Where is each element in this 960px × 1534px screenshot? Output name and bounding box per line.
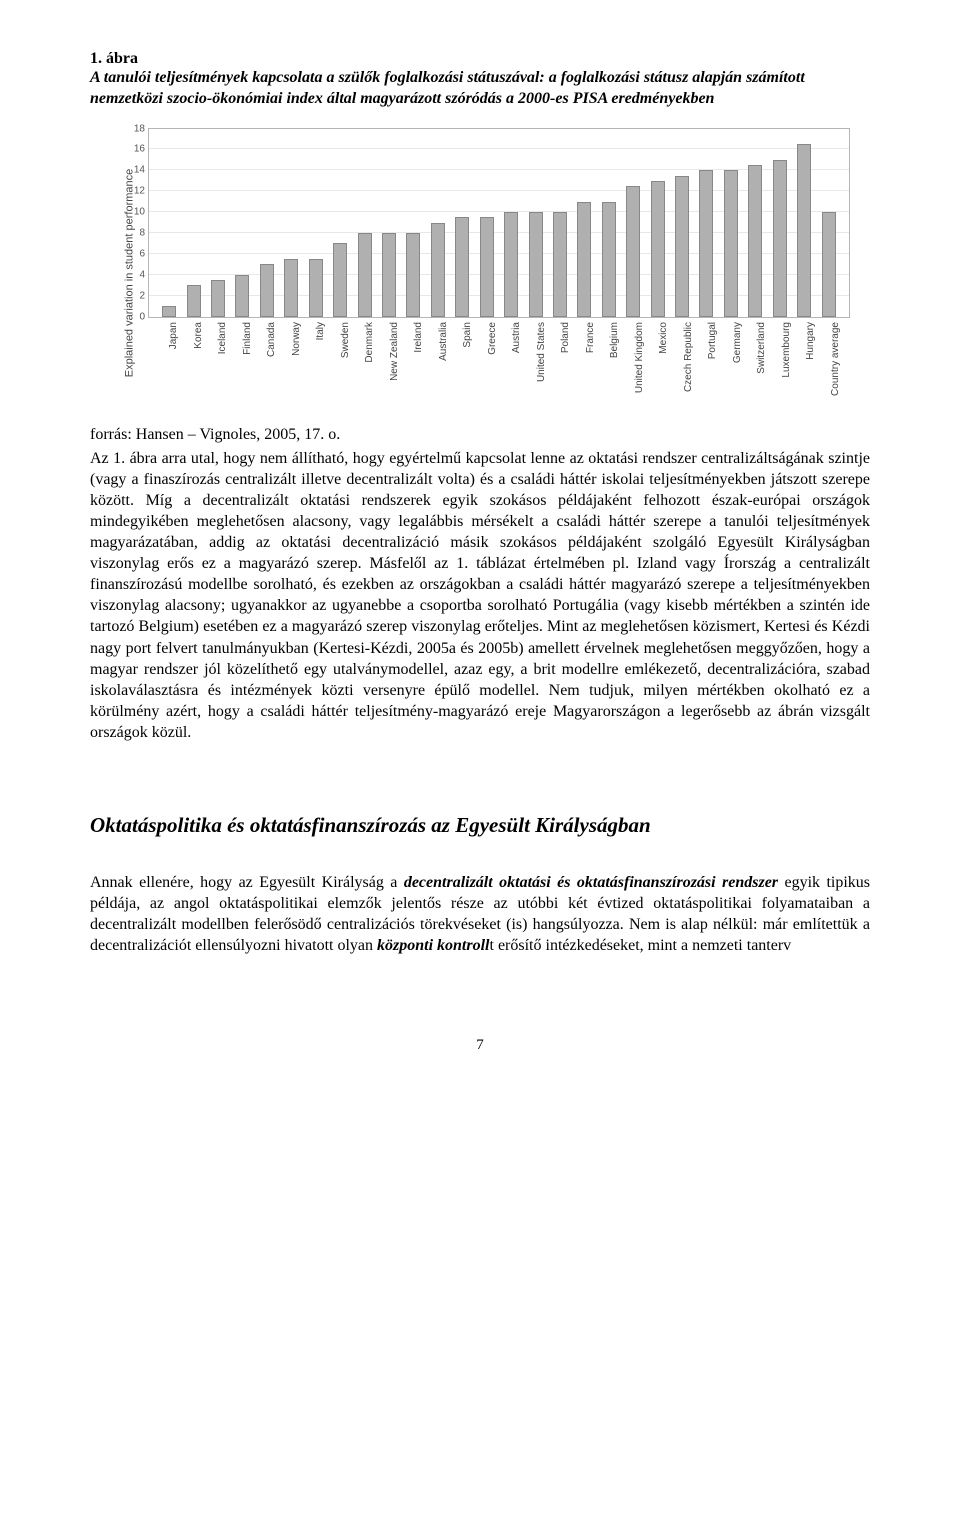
bar-chart: Explained variation in student performan… xyxy=(110,128,850,418)
bar xyxy=(260,264,274,316)
section-heading: Oktatáspolitika és oktatásfinanszírozás … xyxy=(90,813,870,838)
bar xyxy=(187,285,201,316)
bar xyxy=(724,170,738,316)
y-tick: 2 xyxy=(121,290,145,301)
bar xyxy=(211,280,225,317)
x-tick-label: Denmark xyxy=(364,322,375,363)
y-tick: 6 xyxy=(121,248,145,259)
bar xyxy=(333,243,347,316)
bar xyxy=(382,233,396,317)
x-tick-label: Korea xyxy=(193,322,204,349)
x-tick-label: Poland xyxy=(560,322,571,353)
x-tick-label: Spain xyxy=(462,322,473,348)
bar xyxy=(553,212,567,316)
x-tick-label: Australia xyxy=(438,322,449,361)
bar xyxy=(529,212,543,316)
x-tick-label: Czech Republic xyxy=(683,322,694,392)
bar xyxy=(822,212,836,316)
x-tick-label: France xyxy=(585,322,596,353)
bar xyxy=(480,217,494,316)
bar xyxy=(699,170,713,316)
figure-label: 1. ábra xyxy=(90,50,870,68)
y-tick: 16 xyxy=(121,144,145,155)
x-tick-label: Hungary xyxy=(805,322,816,360)
x-tick-label: Norway xyxy=(291,322,302,356)
bar xyxy=(748,165,762,316)
x-tick-label: United Kingdom xyxy=(634,322,645,393)
bar xyxy=(406,233,420,317)
y-tick: 4 xyxy=(121,269,145,280)
bar xyxy=(577,202,591,317)
bar xyxy=(651,181,665,317)
bar xyxy=(773,160,787,317)
x-tick-label: Japan xyxy=(168,322,179,349)
x-tick-label: Iceland xyxy=(217,322,228,354)
x-tick-label: Belgium xyxy=(609,322,620,358)
bar xyxy=(602,202,616,317)
bar xyxy=(284,259,298,316)
x-tick-label: Greece xyxy=(487,322,498,355)
x-tick-label: Country average xyxy=(830,322,841,396)
x-tick-label: United States xyxy=(536,322,547,382)
y-tick: 18 xyxy=(121,123,145,134)
x-tick-label: Portugal xyxy=(707,322,718,359)
y-tick: 10 xyxy=(121,207,145,218)
figure-source: forrás: Hansen – Vignoles, 2005, 17. o. xyxy=(90,426,870,444)
bar xyxy=(358,233,372,317)
y-tick: 0 xyxy=(121,311,145,322)
x-tick-label: Switzerland xyxy=(756,322,767,374)
x-tick-label: Italy xyxy=(315,322,326,340)
bar xyxy=(235,275,249,317)
x-tick-label: Germany xyxy=(732,322,743,363)
x-tick-label: Austria xyxy=(511,322,522,353)
bar xyxy=(455,217,469,316)
x-tick-label: Mexico xyxy=(658,322,669,354)
x-tick-label: New Zealand xyxy=(389,322,400,381)
body-paragraph-1: Az 1. ábra arra utal, hogy nem állítható… xyxy=(90,448,870,744)
figure-caption: A tanulói teljesítmények kapcsolata a sz… xyxy=(90,68,870,110)
bar xyxy=(626,186,640,317)
body-paragraph-2: Annak ellenére, hogy az Egyesült Királys… xyxy=(90,872,870,956)
bar xyxy=(797,144,811,316)
bar xyxy=(504,212,518,316)
x-tick-label: Ireland xyxy=(413,322,424,353)
y-tick: 12 xyxy=(121,186,145,197)
x-tick-label: Luxembourg xyxy=(781,322,792,378)
bar xyxy=(162,306,176,316)
y-tick: 8 xyxy=(121,228,145,239)
bar xyxy=(431,223,445,317)
x-tick-label: Sweden xyxy=(340,322,351,358)
bar xyxy=(675,176,689,317)
y-tick: 14 xyxy=(121,165,145,176)
page-number: 7 xyxy=(90,1037,870,1054)
x-tick-label: Finland xyxy=(242,322,253,355)
x-tick-label: Canada xyxy=(266,322,277,357)
bar xyxy=(309,259,323,316)
